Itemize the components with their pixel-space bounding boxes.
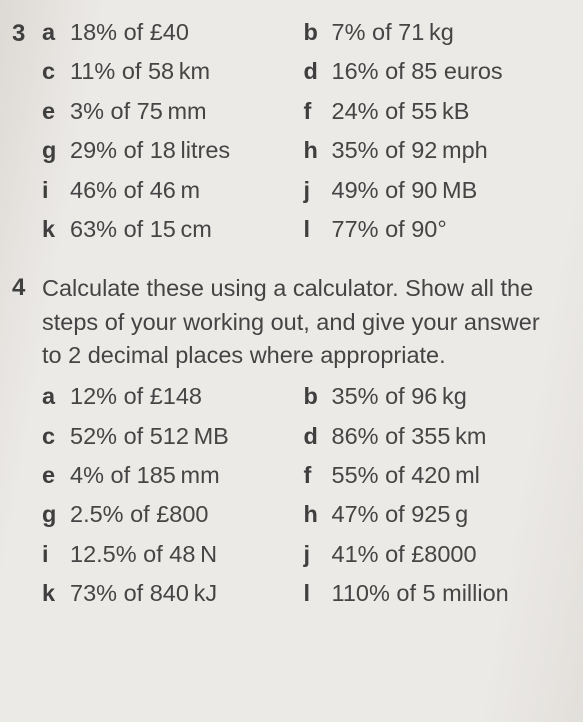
item-letter: b bbox=[304, 18, 328, 47]
item-letter: f bbox=[304, 97, 328, 126]
item-letter: i bbox=[42, 540, 66, 569]
question-body: Calculate these using a calculator. Show… bbox=[42, 272, 561, 608]
item-text: 29% of 18 litres bbox=[70, 136, 300, 165]
question-4: 4 Calculate these using a calculator. Sh… bbox=[12, 272, 561, 608]
item-letter: d bbox=[304, 422, 328, 451]
item-letter: l bbox=[304, 579, 328, 608]
item-letter: i bbox=[42, 176, 66, 205]
item-letter: g bbox=[42, 136, 66, 165]
item-letter: h bbox=[304, 500, 328, 529]
item-letter: k bbox=[42, 579, 66, 608]
item-text: 41% of £8000 bbox=[332, 540, 562, 569]
item-text: 86% of 355 km bbox=[332, 422, 562, 451]
item-text: 3% of 75 mm bbox=[70, 97, 300, 126]
item-text: 12% of £148 bbox=[70, 382, 300, 411]
item-letter: l bbox=[304, 215, 328, 244]
item-text: 16% of 85 euros bbox=[332, 57, 562, 86]
item-letter: e bbox=[42, 97, 66, 126]
item-letter: d bbox=[304, 57, 328, 86]
question-body: a 18% of £40 b 7% of 71 kg c 11% of 58 k… bbox=[42, 18, 561, 244]
item-text: 110% of 5 million bbox=[332, 579, 562, 608]
item-letter: j bbox=[304, 540, 328, 569]
item-text: 73% of 840 kJ bbox=[70, 579, 300, 608]
item-text: 49% of 90 MB bbox=[332, 176, 562, 205]
item-text: 11% of 58 km bbox=[70, 57, 300, 86]
item-letter: b bbox=[304, 382, 328, 411]
item-text: 52% of 512 MB bbox=[70, 422, 300, 451]
item-letter: j bbox=[304, 176, 328, 205]
item-text: 35% of 92 mph bbox=[332, 136, 562, 165]
item-text: 18% of £40 bbox=[70, 18, 300, 47]
item-text: 24% of 55 kB bbox=[332, 97, 562, 126]
item-letter: h bbox=[304, 136, 328, 165]
question-number: 4 bbox=[12, 272, 42, 608]
question-instruction: Calculate these using a calculator. Show… bbox=[42, 272, 561, 372]
item-letter: c bbox=[42, 57, 66, 86]
item-letter: k bbox=[42, 215, 66, 244]
item-letter: f bbox=[304, 461, 328, 490]
item-text: 4% of 185 mm bbox=[70, 461, 300, 490]
items-grid: a 12% of £148 b 35% of 96 kg c 52% of 51… bbox=[42, 382, 561, 608]
item-text: 12.5% of 48 N bbox=[70, 540, 300, 569]
item-text: 2.5% of £800 bbox=[70, 500, 300, 529]
question-3: 3 a 18% of £40 b 7% of 71 kg c 11% of 58… bbox=[12, 18, 561, 244]
item-letter: a bbox=[42, 382, 66, 411]
item-letter: e bbox=[42, 461, 66, 490]
item-letter: c bbox=[42, 422, 66, 451]
item-letter: a bbox=[42, 18, 66, 47]
item-text: 7% of 71 kg bbox=[332, 18, 562, 47]
item-text: 55% of 420 ml bbox=[332, 461, 562, 490]
question-number: 3 bbox=[12, 18, 42, 244]
item-text: 77% of 90° bbox=[332, 215, 562, 244]
item-text: 47% of 925 g bbox=[332, 500, 562, 529]
items-grid: a 18% of £40 b 7% of 71 kg c 11% of 58 k… bbox=[42, 18, 561, 244]
item-letter: g bbox=[42, 500, 66, 529]
item-text: 46% of 46 m bbox=[70, 176, 300, 205]
item-text: 35% of 96 kg bbox=[332, 382, 562, 411]
item-text: 63% of 15 cm bbox=[70, 215, 300, 244]
